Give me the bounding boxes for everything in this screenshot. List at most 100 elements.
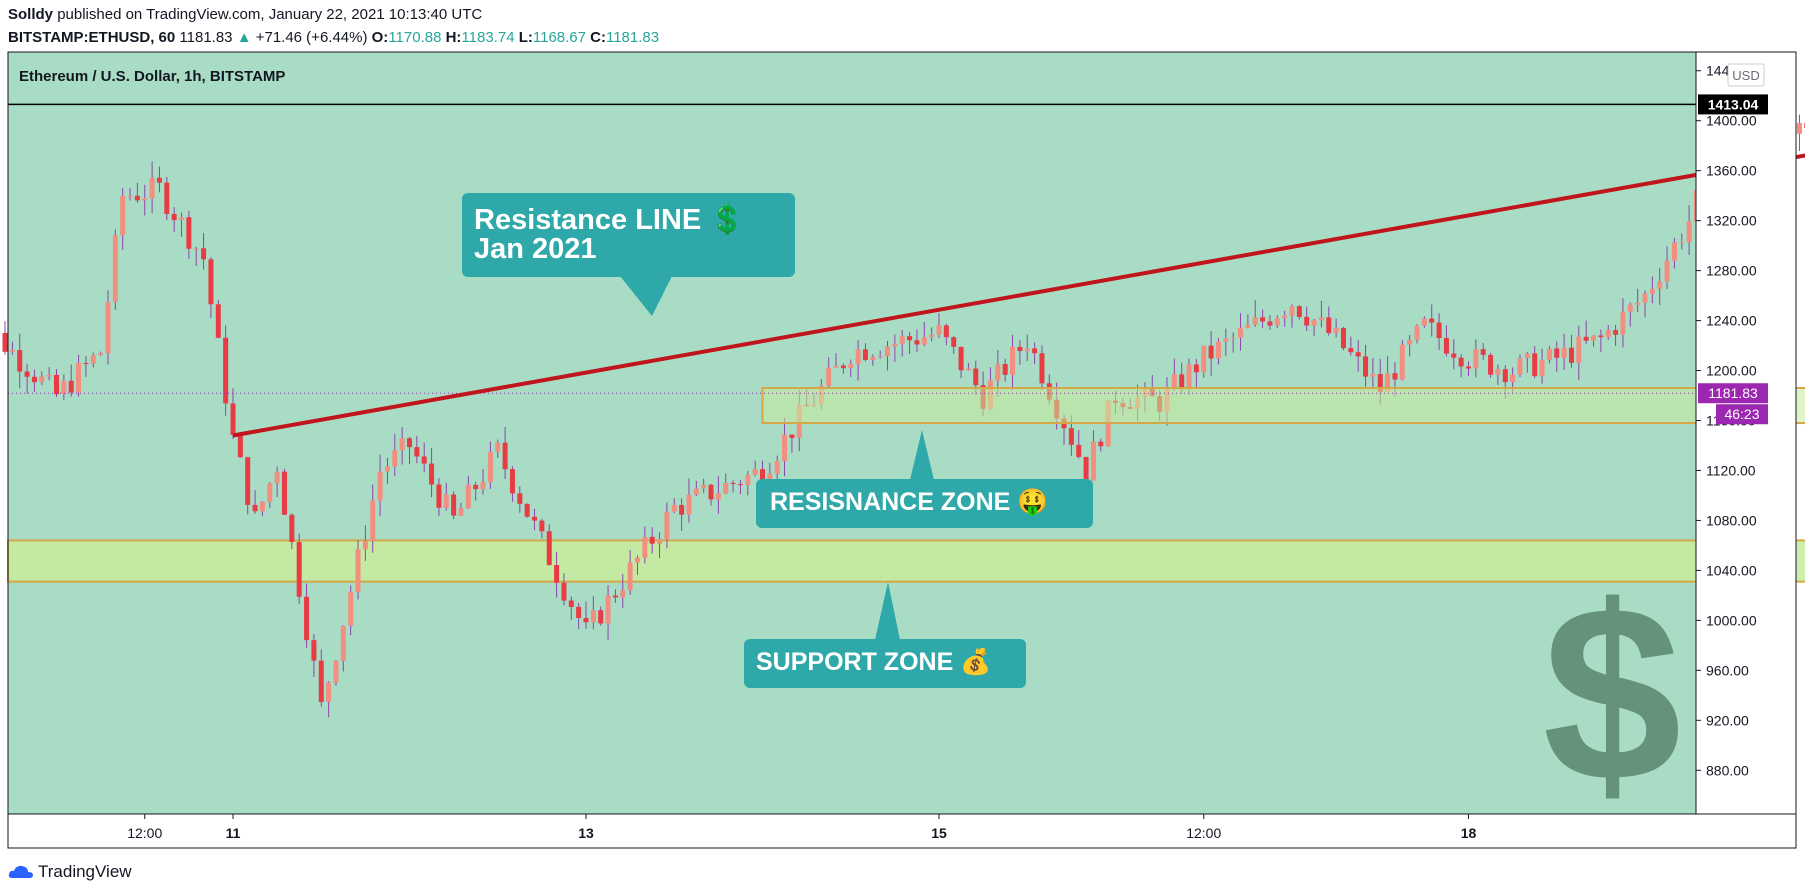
candle-body	[1554, 348, 1560, 358]
candle-body	[1340, 328, 1346, 349]
candle-body	[1024, 348, 1030, 352]
brand-name: TradingView	[38, 862, 132, 881]
chart-frame	[7, 51, 1797, 849]
candle-body	[701, 484, 707, 489]
high-label: H:	[445, 29, 462, 46]
candle-body	[1591, 335, 1597, 341]
candle-body	[1032, 348, 1038, 354]
candle-body	[68, 380, 74, 393]
candle-body	[1039, 353, 1045, 384]
cloud-logo-icon	[8, 865, 34, 878]
chart-background	[8, 52, 1696, 814]
candle-body	[1208, 345, 1214, 359]
candle-body	[760, 469, 765, 485]
candle-body	[83, 363, 89, 365]
candle-body	[1252, 317, 1258, 325]
x-tick-label: 15	[931, 825, 947, 841]
candle-body	[1488, 354, 1494, 375]
candle-body	[1407, 339, 1413, 345]
support-zone-callout[interactable]: SUPPORT ZONE 💰	[744, 582, 1026, 688]
y-tick-label: 1080.00	[1706, 512, 1757, 528]
currency-label: USD	[1732, 68, 1759, 83]
candle-body	[134, 195, 140, 201]
candle-body	[1363, 356, 1369, 377]
y-tick-label: 1280.00	[1706, 263, 1757, 279]
price-axis[interactable]: 1440.001400.001360.001320.001280.001240.…	[1695, 52, 1796, 814]
candle-body	[1333, 328, 1339, 334]
candle-body	[877, 356, 883, 358]
candle-body	[105, 302, 111, 354]
low-value: 1168.67	[532, 29, 586, 46]
candle-body	[1561, 347, 1567, 358]
callout-text: SUPPORT ZONE 💰	[756, 647, 991, 677]
candle-body	[443, 494, 449, 508]
chart-title: Ethereum / U.S. Dollar, 1h, BITSTAMP	[19, 68, 285, 85]
candle-body	[590, 610, 596, 623]
candle-body	[524, 503, 530, 517]
candle-body	[1458, 357, 1464, 367]
candle-body	[1215, 341, 1221, 359]
resistance-zone-callout[interactable]: RESISNANCE ZONE 🤑	[756, 430, 1093, 528]
candle-body	[1532, 353, 1538, 377]
candle-body	[1377, 374, 1383, 393]
candle-body	[333, 660, 339, 683]
candle-body	[1296, 306, 1302, 317]
resistance-trend-line[interactable]	[232, 58, 1805, 438]
candle-body	[892, 343, 898, 347]
candle-body	[215, 304, 221, 338]
candle-body	[1186, 364, 1192, 389]
candle-body	[532, 516, 538, 521]
candle-body	[120, 195, 126, 236]
candle-body	[1289, 306, 1295, 316]
horizontal-line-price-tag: 1413.04	[1698, 94, 1768, 115]
candle-body	[392, 450, 398, 467]
resistance-line-callout[interactable]: Resistance LINE 💲 Jan 2021	[462, 193, 795, 316]
candle-body	[862, 349, 868, 360]
candle-body	[318, 660, 324, 702]
candle-body	[171, 213, 177, 221]
candle-body	[1686, 221, 1692, 243]
currency-badge[interactable]: USD	[1727, 63, 1765, 87]
candle-body	[1282, 315, 1288, 319]
candle-body	[1635, 302, 1641, 305]
svg-text:1413.04: 1413.04	[1708, 96, 1759, 112]
candle-body	[326, 682, 332, 702]
candle-body	[833, 365, 839, 368]
support-zone[interactable]	[7, 539, 1805, 583]
candle-body	[664, 511, 670, 540]
resistance-zone[interactable]	[761, 387, 1805, 425]
author-name[interactable]: Solldy	[8, 6, 54, 23]
candle-body	[539, 520, 545, 532]
candle-body	[576, 606, 582, 618]
candle-body	[1230, 337, 1236, 339]
x-tick-label: 11	[226, 825, 241, 841]
candle-body	[1627, 304, 1633, 312]
candle-body	[362, 540, 368, 550]
candle-body	[1524, 353, 1530, 359]
price-change: +71.46 (+6.44%)	[255, 29, 368, 46]
candle-body	[230, 403, 236, 435]
candle-body	[1429, 318, 1435, 323]
candle-body	[951, 337, 957, 347]
last-price-tag: 1181.83 46:23	[1698, 383, 1768, 425]
candle-body	[31, 376, 37, 383]
open-label: O:	[371, 29, 389, 46]
candle-body	[289, 514, 295, 543]
candle-body	[473, 484, 479, 490]
candle-body	[17, 350, 23, 372]
candle-body	[1326, 317, 1332, 334]
x-tick-label: 12:00	[1186, 825, 1221, 841]
candle-body	[826, 367, 832, 386]
support-zone-rect	[7, 539, 1805, 583]
candle-body	[679, 504, 685, 515]
candle-body	[914, 340, 920, 345]
candle-body	[907, 336, 913, 341]
candle-body	[1414, 325, 1420, 340]
candle-body	[340, 625, 346, 661]
candle-body	[1473, 349, 1479, 369]
tradingview-logo[interactable]: TradingView	[8, 862, 132, 882]
y-tick-label: 1000.00	[1706, 612, 1757, 628]
candle-body	[502, 442, 508, 470]
